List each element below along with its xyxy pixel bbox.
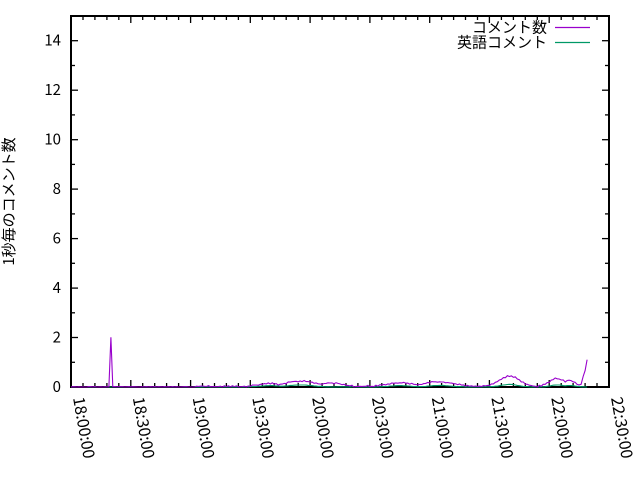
svg-text:21:00:00: 21:00:00 xyxy=(427,395,461,461)
svg-text:0: 0 xyxy=(53,376,61,397)
svg-text:18:00:00: 18:00:00 xyxy=(68,395,102,461)
svg-text:21:30:00: 21:30:00 xyxy=(486,395,520,461)
svg-text:10: 10 xyxy=(44,129,61,150)
svg-text:20:30:00: 20:30:00 xyxy=(367,395,401,461)
svg-text:18:30:00: 18:30:00 xyxy=(128,395,162,461)
svg-text:英語コメント: 英語コメント xyxy=(457,32,547,53)
svg-text:12: 12 xyxy=(44,79,61,100)
svg-text:19:30:00: 19:30:00 xyxy=(247,395,281,461)
svg-text:8: 8 xyxy=(53,178,61,199)
svg-text:22:30:00: 22:30:00 xyxy=(606,395,640,461)
svg-text:4: 4 xyxy=(53,277,61,298)
svg-text:2: 2 xyxy=(53,327,61,348)
svg-text:14: 14 xyxy=(44,30,61,51)
svg-text:22:00:00: 22:00:00 xyxy=(546,395,580,461)
svg-text:20:00:00: 20:00:00 xyxy=(307,395,341,461)
svg-text:6: 6 xyxy=(53,228,61,249)
svg-text:1秒毎のコメント数: 1秒毎のコメント数 xyxy=(0,137,19,265)
svg-text:19:00:00: 19:00:00 xyxy=(188,395,222,461)
